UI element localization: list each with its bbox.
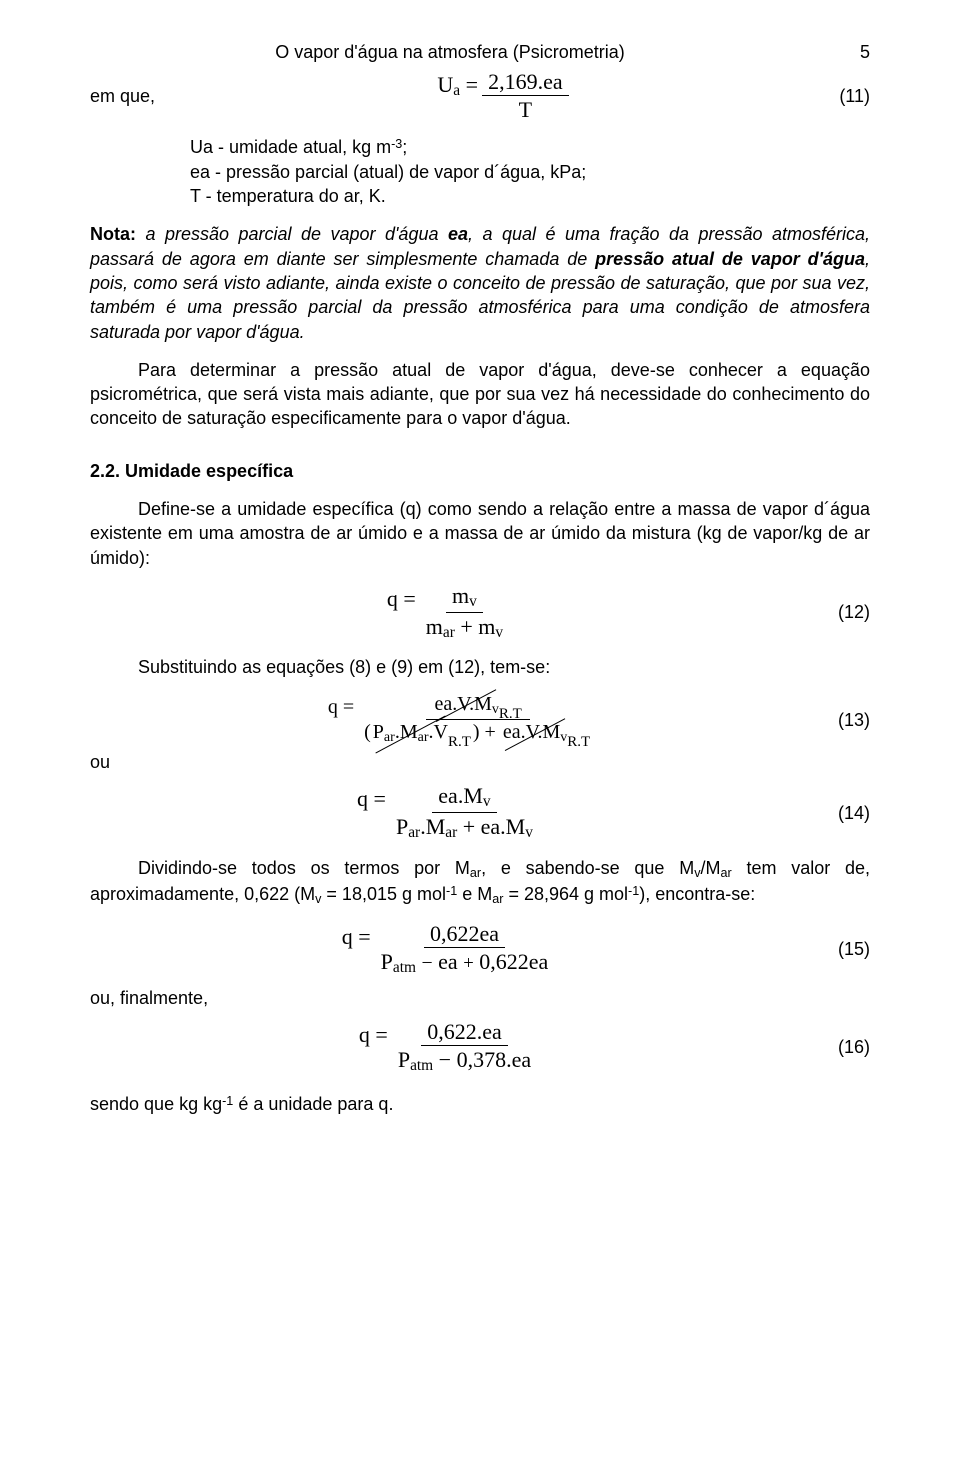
equation-16: q = 0,622.ea Patm − 0,378.ea (16) bbox=[90, 1020, 870, 1074]
def-t: T - temperatura do ar, K. bbox=[190, 184, 870, 208]
nota-label: Nota: bbox=[90, 224, 136, 244]
para-def-q: Define-se a umidade específica (q) como … bbox=[90, 497, 870, 570]
equation-12-body: q = mv mar + mv bbox=[90, 584, 810, 641]
eq14-label: (14) bbox=[810, 801, 870, 825]
eq11-label: (11) bbox=[810, 84, 870, 108]
def-ua: Ua - umidade atual, kg m-3; bbox=[190, 135, 870, 159]
equation-11: em que, Ua = 2,169.ea T (11) bbox=[90, 70, 870, 121]
equation-11-body: Ua = 2,169.ea T bbox=[200, 70, 810, 121]
page-number: 5 bbox=[850, 40, 870, 64]
eq13-label: (13) bbox=[810, 708, 870, 732]
lead-in: em que, bbox=[90, 84, 200, 108]
ou-finalmente: ou, finalmente, bbox=[90, 986, 870, 1010]
nota-t1: a pressão parcial de vapor d'água bbox=[136, 224, 448, 244]
equation-16-body: q = 0,622.ea Patm − 0,378.ea bbox=[90, 1020, 810, 1074]
equation-13: q = ea.V.MvR.T (Par.Mar.VR.T) + ea.V.MvR… bbox=[90, 694, 870, 746]
eq11-lhs-sub: a bbox=[453, 82, 460, 99]
para-psicro: Para determinar a pressão atual de vapor… bbox=[90, 358, 870, 431]
section-2-2-heading: 2.2. Umidade específica bbox=[90, 459, 870, 483]
equation-12: q = mv mar + mv (12) bbox=[90, 584, 870, 641]
equation-15: q = 0,622ea Patm − ea + 0,622ea (15) bbox=[90, 922, 870, 976]
nota-ea: ea bbox=[448, 224, 468, 244]
equation-13-body: q = ea.V.MvR.T (Par.Mar.VR.T) + ea.V.MvR… bbox=[120, 694, 810, 746]
substitute-line: Substituindo as equações (8) e (9) em (1… bbox=[90, 655, 870, 679]
nota-paragraph: Nota: a pressão parcial de vapor d'água … bbox=[90, 222, 870, 343]
variable-definitions: Ua - umidade atual, kg m-3; ea - pressão… bbox=[190, 135, 870, 208]
equation-14-body: q = ea.Mv Par.Mar + ea.Mv bbox=[90, 784, 810, 841]
header-title: O vapor d'água na atmosfera (Psicrometri… bbox=[90, 40, 810, 64]
eq16-label: (16) bbox=[810, 1035, 870, 1059]
equation-15-body: q = 0,622ea Patm − ea + 0,622ea bbox=[90, 922, 810, 976]
eq15-label: (15) bbox=[810, 937, 870, 961]
eq11-num: 2,169.ea bbox=[482, 70, 569, 96]
def-ea: ea - pressão parcial (atual) de vapor d´… bbox=[190, 160, 870, 184]
closing-line: sendo que kg kg-1 é a unidade para q. bbox=[90, 1092, 870, 1116]
eq11-den: T bbox=[513, 96, 538, 121]
nota-bold: pressão atual de vapor d'água bbox=[595, 249, 865, 269]
equation-14: q = ea.Mv Par.Mar + ea.Mv (14) bbox=[90, 784, 870, 841]
ou-label-1: ou bbox=[90, 750, 870, 774]
eq12-label: (12) bbox=[810, 600, 870, 624]
para-divide: Dividindo-se todos os termos por Mar, e … bbox=[90, 856, 870, 908]
page-header: O vapor d'água na atmosfera (Psicrometri… bbox=[90, 40, 870, 64]
eq11-lhs: U bbox=[437, 72, 453, 97]
